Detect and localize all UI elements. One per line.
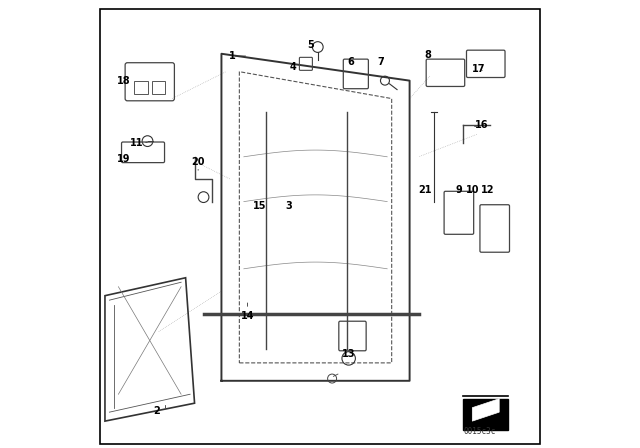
Text: 1: 1 [229, 51, 236, 61]
Text: 2: 2 [153, 406, 160, 416]
Text: 16: 16 [474, 121, 488, 130]
Bar [152, 81, 165, 94]
Text: 13: 13 [342, 349, 356, 359]
Text: 14: 14 [241, 311, 254, 321]
Bar [134, 81, 148, 94]
Text: 7: 7 [377, 57, 384, 67]
Text: 10: 10 [465, 185, 479, 195]
Text: 11: 11 [129, 138, 143, 148]
Text: 5: 5 [308, 40, 314, 50]
Text: 18: 18 [117, 76, 131, 86]
Text: 9: 9 [456, 185, 462, 195]
Text: 6: 6 [347, 57, 354, 67]
Polygon shape [472, 399, 499, 421]
Text: 0015c3c: 0015c3c [463, 426, 496, 435]
Text: 17: 17 [472, 65, 486, 74]
Text: 8: 8 [424, 50, 431, 60]
Text: 19: 19 [117, 154, 131, 164]
Bar [463, 399, 508, 430]
Text: 15: 15 [253, 201, 266, 211]
Text: 20: 20 [191, 157, 205, 167]
Text: 3: 3 [285, 201, 292, 211]
Text: 4: 4 [290, 62, 296, 72]
Text: 12: 12 [481, 185, 495, 195]
Text: 21: 21 [419, 185, 432, 195]
